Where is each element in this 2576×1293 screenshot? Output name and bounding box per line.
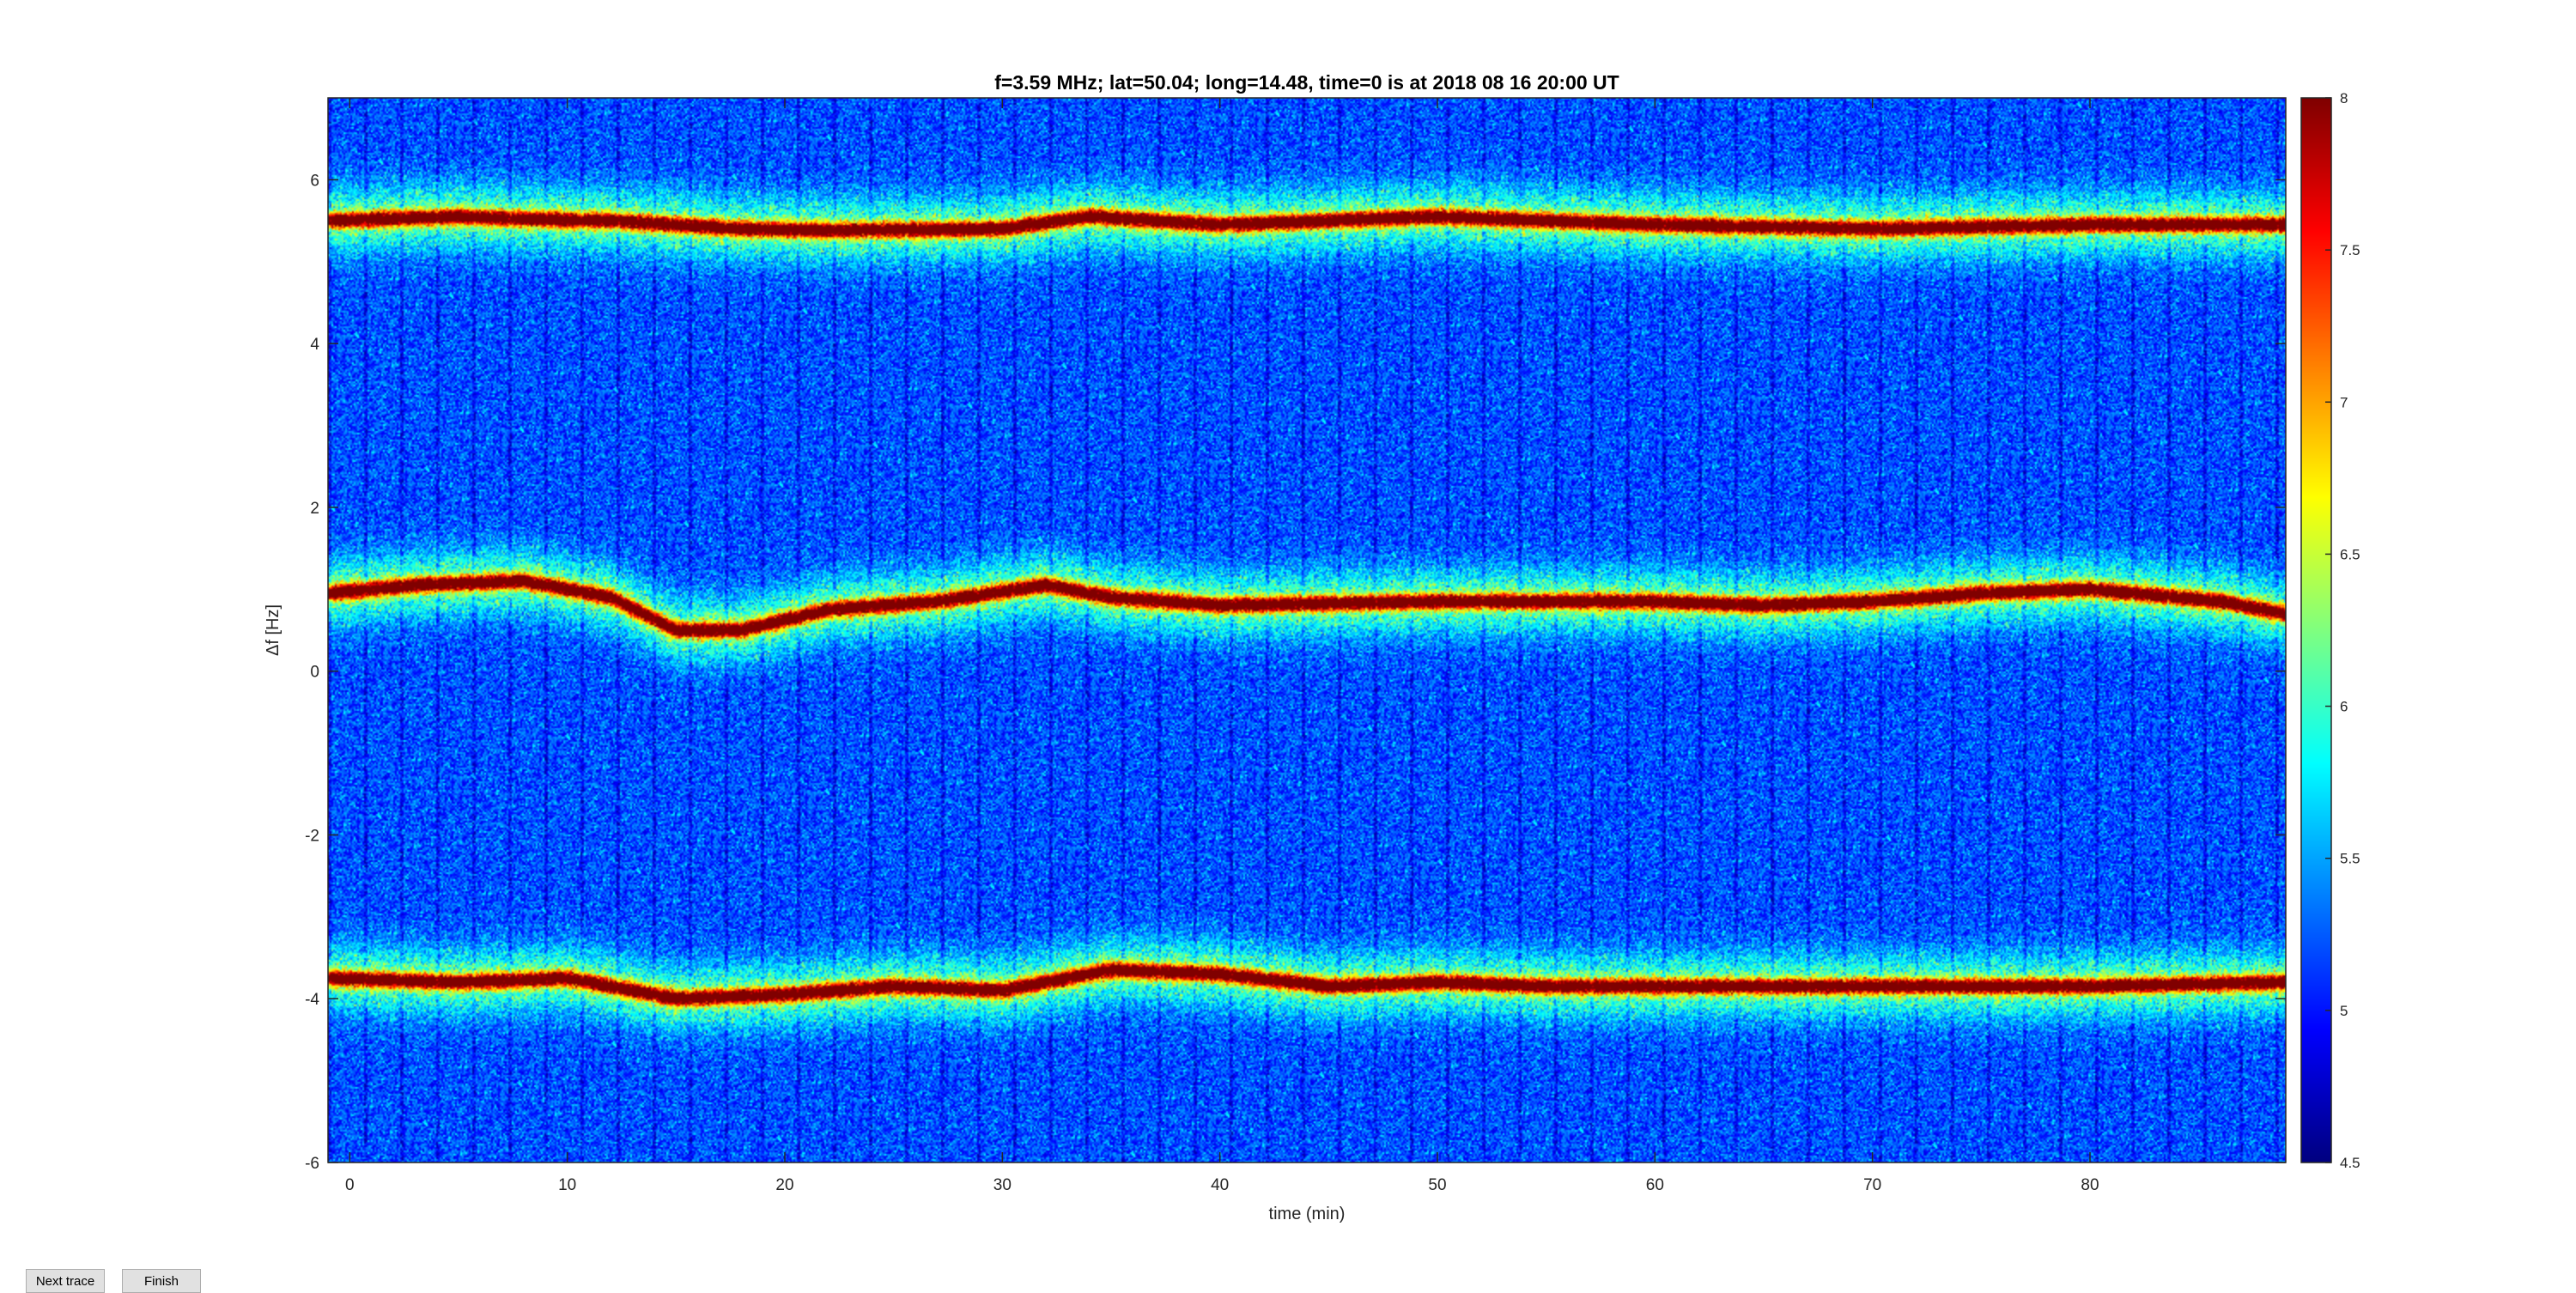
y-tick-label: 6 [310,172,319,190]
next-trace-button[interactable]: Next trace [26,1269,105,1293]
x-axis-label: time (min) [1269,1205,1346,1223]
colorbar-tick-label: 5.5 [2340,851,2360,867]
colorbar-tick-label: 5 [2340,1003,2348,1019]
colorbar-tick-label: 6.5 [2340,546,2360,562]
x-tick-label: 80 [2081,1176,2099,1194]
x-tick-label: 70 [1863,1176,1881,1194]
colorbar-tick-label: 4.5 [2340,1155,2360,1171]
x-tick-label: 40 [1211,1176,1229,1194]
y-tick-label: -4 [305,991,319,1009]
y-tick-label: -6 [305,1155,319,1173]
chart-title: f=3.59 MHz; lat=50.04; long=14.48, time=… [994,71,1619,94]
x-tick-label: 0 [345,1176,355,1194]
colorbar-gradient [2301,98,2331,1162]
colorbar-tick-label: 7.5 [2340,242,2360,258]
colorbar-frame [2300,97,2332,1163]
y-axis-label: Δf [Hz] [264,604,283,656]
colorbar-tick-label: 7 [2340,394,2348,410]
colorbar-tick-label: 6 [2340,699,2348,715]
y-tick-label: 4 [310,336,319,354]
y-tick-label: 2 [310,500,319,518]
spectrogram-heatmap [328,98,2286,1162]
finish-button[interactable]: Finish [122,1269,201,1293]
y-tick-label: 0 [310,664,319,682]
x-tick-label: 20 [775,1176,793,1194]
colorbar-tick-label: 8 [2340,90,2348,106]
x-tick-label: 10 [558,1176,576,1194]
x-tick-label: 60 [1646,1176,1664,1194]
y-tick-label: -2 [305,827,319,845]
x-tick-label: 30 [993,1176,1012,1194]
plot-frame [327,97,2287,1163]
x-tick-label: 50 [1428,1176,1446,1194]
